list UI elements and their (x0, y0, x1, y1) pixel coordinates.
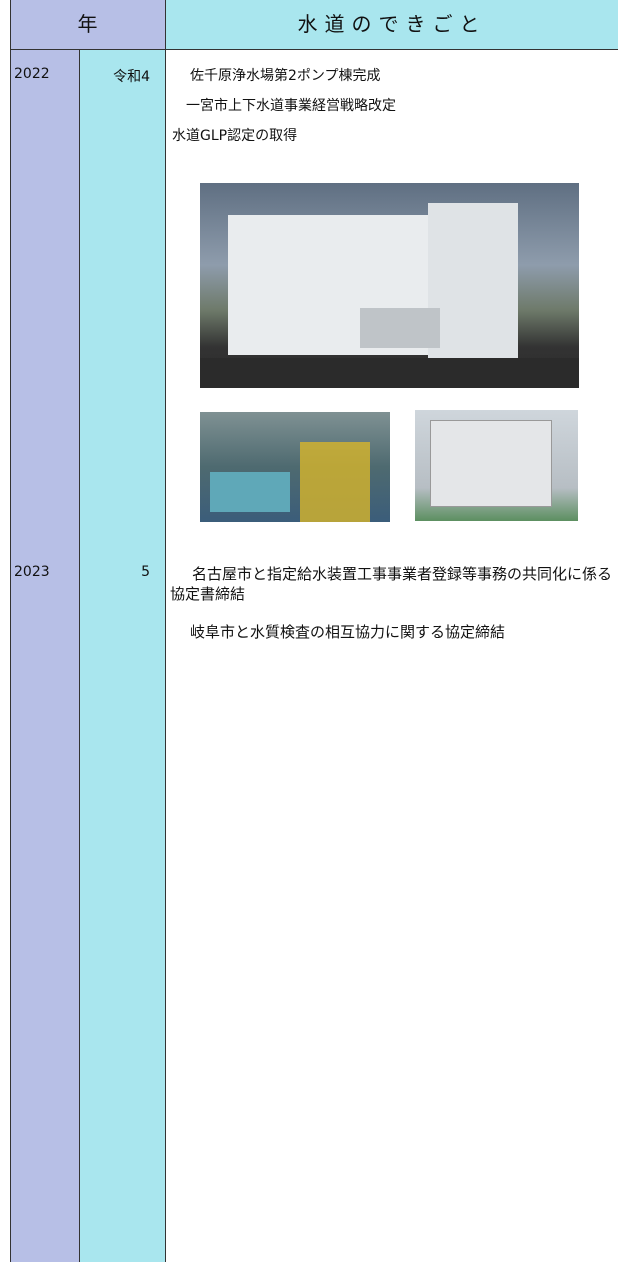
era: 令和4 (113, 69, 150, 85)
year-column (10, 0, 79, 1262)
era-column (80, 50, 165, 1262)
border (79, 50, 80, 1262)
events-header: 水道のできごと (166, 0, 618, 50)
year-header: 年 (10, 0, 165, 50)
photo-panels (415, 410, 578, 521)
year: 2023 (14, 564, 50, 580)
event: 水道GLP認定の取得 (172, 128, 298, 144)
event: 佐千原浄水場第2ポンプ棟完成 (190, 68, 381, 84)
event: 名古屋市と指定給水装置工事事業者登録等事務の共同化に係る協定書締結 (170, 565, 613, 603)
border (165, 0, 166, 1262)
event: 一宮市上下水道事業経営戦略改定 (186, 98, 396, 114)
photo-pump-room (200, 412, 390, 522)
event: 岐阜市と水質検査の相互協力に関する協定締結 (190, 623, 506, 641)
photo-building (200, 183, 579, 388)
year: 2022 (14, 66, 50, 82)
era: 5 (141, 564, 150, 580)
border (10, 0, 11, 1262)
